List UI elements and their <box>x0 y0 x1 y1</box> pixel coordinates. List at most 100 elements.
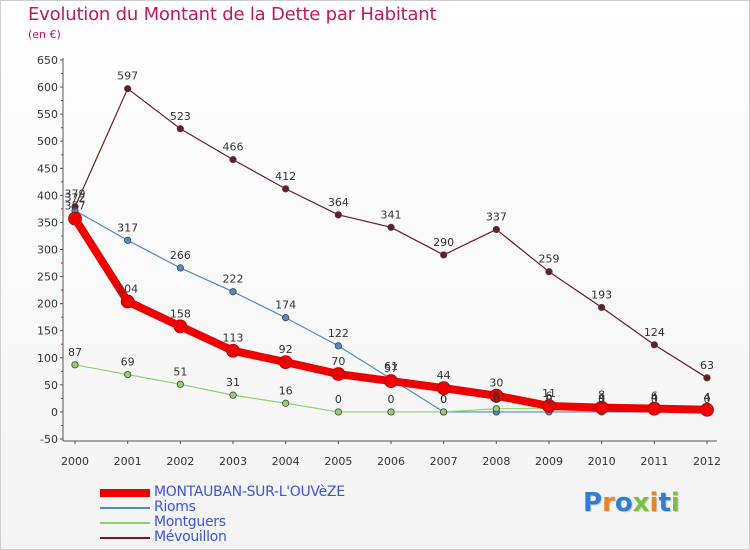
data-label: 174 <box>275 299 296 312</box>
data-label: 70 <box>331 355 345 368</box>
x-tick-label: 2012 <box>693 455 721 468</box>
data-label: 341 <box>381 208 402 221</box>
data-label: 0 <box>546 393 553 406</box>
data-point <box>334 408 342 416</box>
data-point <box>176 125 184 133</box>
data-label: 597 <box>117 70 138 83</box>
data-label: 122 <box>328 327 349 340</box>
data-point <box>436 381 451 396</box>
data-label: 4 <box>651 391 658 404</box>
legend-swatch <box>100 489 150 497</box>
data-label: 6 <box>651 390 658 403</box>
data-label: 124 <box>644 326 665 339</box>
x-tick-label: 2001 <box>114 455 142 468</box>
data-point <box>492 225 500 234</box>
data-label: 44 <box>437 369 451 382</box>
data-label: 379 <box>65 188 86 201</box>
data-label: 16 <box>279 384 293 397</box>
data-point <box>120 294 135 309</box>
data-label: 63 <box>700 359 714 372</box>
data-point <box>703 374 711 382</box>
data-label: 87 <box>68 346 82 359</box>
data-point <box>124 370 132 379</box>
data-label: 57 <box>384 362 398 375</box>
data-label: 51 <box>173 365 187 378</box>
y-tick-label: 400 <box>37 189 58 202</box>
data-label: 0 <box>704 393 711 406</box>
data-label: 466 <box>223 141 244 154</box>
data-point <box>545 268 553 276</box>
data-label: 337 <box>486 210 507 223</box>
legend-swatch <box>100 522 150 524</box>
x-tick-label: 2011 <box>640 455 668 468</box>
data-point <box>124 236 132 244</box>
x-tick-label: 2005 <box>324 455 352 468</box>
data-label: 113 <box>223 332 244 345</box>
data-point <box>331 367 346 381</box>
data-point <box>229 391 237 399</box>
chart-title: Evolution du Montant de la Dette par Hab… <box>28 4 437 25</box>
y-tick-label: 150 <box>37 325 58 338</box>
x-tick-label: 2002 <box>166 455 194 468</box>
proxiti-logo: Proxiti <box>583 488 680 518</box>
data-label: 0 <box>440 393 447 406</box>
data-point <box>282 314 290 322</box>
data-point <box>176 380 184 388</box>
data-label: 69 <box>121 356 135 369</box>
data-label: 6 <box>546 390 553 403</box>
data-label: 193 <box>591 288 612 301</box>
legend-label: Mévouillon <box>154 529 227 545</box>
x-tick-label: 2000 <box>61 455 89 468</box>
chart-subtitle: (en €) <box>28 28 61 41</box>
y-tick-label: 450 <box>37 162 58 175</box>
data-point <box>489 388 504 403</box>
data-point <box>282 399 290 407</box>
data-point <box>229 156 237 164</box>
data-point <box>440 251 448 259</box>
legend-label: Rioms <box>154 499 196 515</box>
y-tick-label: 350 <box>37 216 58 229</box>
x-tick-label: 2007 <box>430 455 458 468</box>
data-label: 158 <box>170 307 191 320</box>
data-label: 204 <box>117 282 138 295</box>
data-label: 61 <box>384 360 398 373</box>
data-label: 317 <box>117 221 138 234</box>
data-label: 364 <box>328 196 349 209</box>
data-label: 0 <box>493 393 500 406</box>
legend-swatch <box>100 537 150 539</box>
x-tick-label: 2004 <box>272 455 300 468</box>
data-label: 0 <box>440 393 447 406</box>
x-tick-label: 2010 <box>588 455 616 468</box>
data-label: 4 <box>598 391 605 404</box>
y-tick-label: -50 <box>40 433 58 446</box>
y-tick-label: 650 <box>37 54 58 67</box>
legend-label: MONTAUBAN-SUR-L'OUVèZE <box>154 484 345 500</box>
data-label: 31 <box>226 376 240 389</box>
y-tick-label: 100 <box>37 352 58 365</box>
data-point <box>124 85 132 93</box>
data-point <box>387 408 395 416</box>
data-label: 11 <box>542 387 556 400</box>
data-point <box>68 211 82 226</box>
data-label: 222 <box>223 273 244 286</box>
y-tick-label: 200 <box>37 298 58 311</box>
data-point <box>384 374 398 388</box>
y-tick-label: 0 <box>51 406 58 419</box>
x-tick-label: 2009 <box>535 455 563 468</box>
data-label: 290 <box>433 236 454 249</box>
data-point <box>650 341 658 349</box>
y-tick-label: 300 <box>37 244 58 257</box>
data-point <box>278 355 293 370</box>
data-label: 4 <box>704 391 711 404</box>
data-point <box>594 400 609 415</box>
data-label: 372 <box>65 192 86 205</box>
data-point <box>334 211 342 219</box>
y-tick-label: 250 <box>37 271 58 284</box>
y-tick-label: 550 <box>37 108 58 121</box>
data-point <box>334 342 342 350</box>
data-point <box>440 408 448 416</box>
data-label: 259 <box>539 253 560 266</box>
data-label: 0 <box>598 393 605 406</box>
data-label: 8 <box>598 389 605 402</box>
data-point <box>492 405 500 413</box>
